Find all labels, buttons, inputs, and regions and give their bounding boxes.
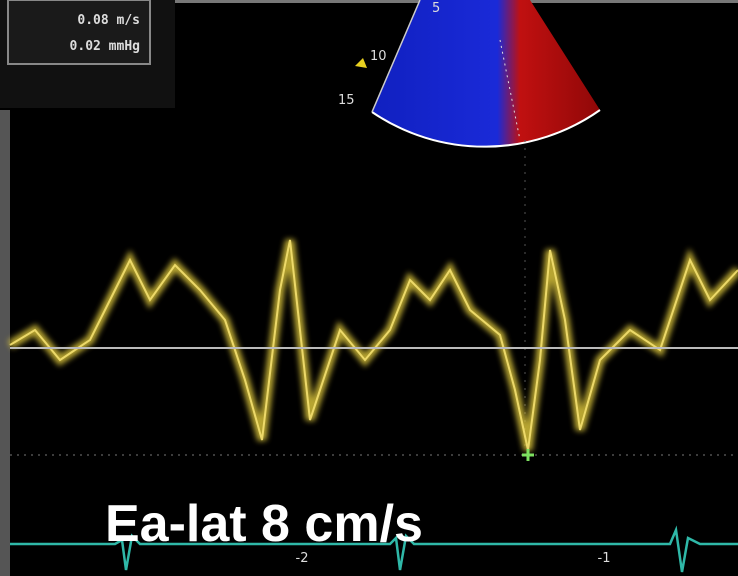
left-strip [0,110,10,576]
measurement-caption: Ea-lat 8 cm/s [105,495,423,553]
depth-label: 15 [338,93,355,108]
pressure-scale: 0.02 mmHg [70,39,140,54]
ultrasound-screen: 0.08 m/s 0.02 mmHg 5 10 15 Ea-lat 8 cm/s… [0,0,738,576]
info-box [8,0,150,64]
velocity-scale: 0.08 m/s [77,13,140,28]
time-label: -2 [296,551,309,566]
depth-label: 5 [432,1,440,16]
depth-label: 10 [370,49,387,64]
time-label: -1 [598,551,611,566]
